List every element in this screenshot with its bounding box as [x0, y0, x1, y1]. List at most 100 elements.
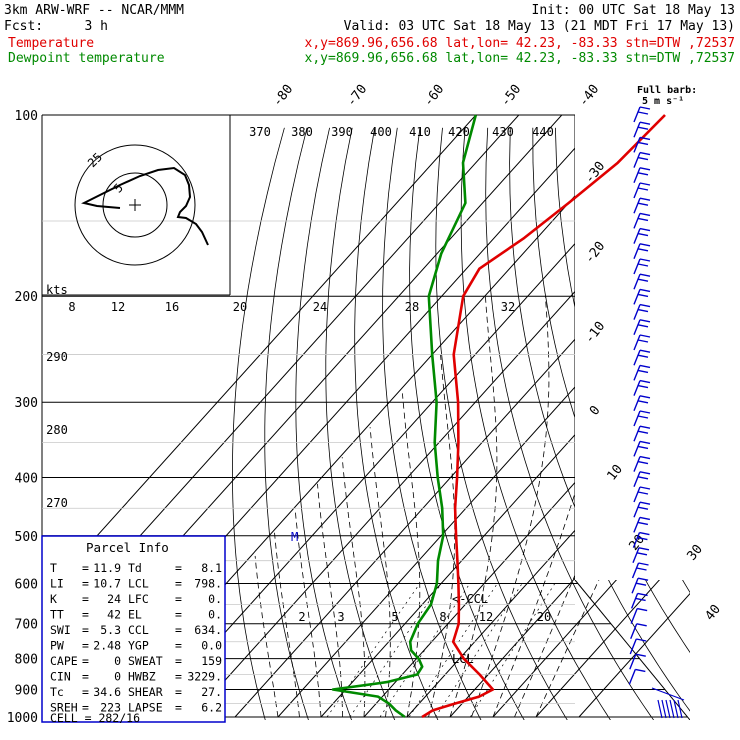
valid-time: Valid: 03 UTC Sat 18 May 13 (21 MDT Fri … [344, 19, 735, 34]
parcel-param-label: EL [128, 608, 142, 622]
dry-adiabat [264, 127, 313, 720]
svg-text:=: = [175, 701, 182, 715]
isotherm-label: 40 [703, 602, 724, 624]
chart-header: 3km ARW-WRF -- NCAR/MMM Init: 00 UTC Sat… [4, 3, 735, 66]
wind-barb-flag [636, 638, 647, 642]
mixing-ratio-line [435, 583, 523, 718]
mixing-ratio-label: 3 [337, 610, 344, 624]
svg-text:=: = [175, 608, 182, 622]
forecast-label: Fcst: [4, 19, 43, 34]
parcel-param-label: K [50, 592, 57, 606]
moist-adiabat [254, 555, 279, 718]
parcel-info-row: T = 11.9 Td = 8.1 [50, 561, 222, 575]
wind-barb-shaft [633, 410, 641, 427]
svg-text:=: = [82, 639, 89, 653]
wind-barb-flag [639, 106, 651, 110]
wind-barb-flag [637, 506, 649, 510]
parcel-param-value: 42 [107, 608, 121, 622]
mixing-ratio-label: 2 [298, 610, 305, 624]
svg-text:=: = [175, 654, 182, 668]
wind-barb-flag [637, 293, 649, 298]
parcel-info-row: CAPE = 0 SWEAT = 159 [50, 654, 222, 668]
wind-barb-flag [637, 384, 649, 389]
mixing-ratio-label: 8 [439, 610, 446, 624]
parcel-info-cell: CELL = 282/16 [50, 711, 140, 725]
dry-adiabat [485, 127, 661, 720]
wind-barb-shaft [669, 699, 675, 719]
parcel-param-label: Td [128, 561, 142, 575]
ccl-marker: <-CCL [452, 592, 488, 606]
parcel-param-label: LI [50, 577, 64, 591]
parcel-param-label: CIN [50, 670, 71, 684]
wind-barb-flag [636, 623, 647, 627]
wind-barb-shaft [633, 395, 641, 412]
wind-barb-flag [638, 562, 649, 566]
temperature-legend: Temperature [8, 36, 94, 51]
isotherm-line [320, 115, 690, 718]
isotherm-label: -70 [344, 82, 370, 110]
dry-adiabat [325, 127, 400, 720]
parcel-param-label: LAPSE [128, 701, 163, 715]
dewpoint-legend: Dewpoint temperature [8, 51, 165, 66]
wind-barb-flag [637, 521, 649, 526]
svg-text:=: = [175, 592, 182, 606]
parcel-param-value: 0. [208, 592, 222, 606]
wind-barb-flag [637, 111, 649, 115]
svg-text:=: = [82, 654, 89, 668]
parcel-param-value: 798. [194, 577, 222, 591]
wind-barb-shaft [628, 669, 636, 685]
wind-barb-shaft [633, 319, 641, 336]
dry-adiabat [435, 127, 574, 720]
parcel-param-value: 3229. [187, 670, 222, 684]
temperature-station-info: x,y=869.96,656.68 lat,lon= 42.23, -83.33… [305, 36, 735, 51]
svg-text:=: = [82, 561, 89, 575]
wind-barb-shaft [633, 106, 641, 123]
hodograph-speed-tick: 16 [165, 300, 179, 314]
dry-adiabat [714, 128, 740, 730]
parcel-param-label: Tc [50, 685, 64, 699]
parcel-param-value: 159 [201, 654, 222, 668]
wind-barb-shaft [633, 152, 641, 168]
dry-adiabat [354, 127, 443, 720]
moist-adiabat [449, 296, 498, 718]
wind-barb-flag [635, 582, 647, 586]
wind-barb-flag [637, 263, 649, 267]
parcel-param-value: 34.6 [93, 685, 121, 699]
moist-adiabat [428, 354, 456, 718]
wind-barb-flag [639, 121, 651, 125]
wind-barb-flag [639, 319, 651, 323]
parcel-info-row: K = 24 LFC = 0. [50, 592, 222, 606]
dry-adiabat [600, 127, 690, 720]
isotherm-label: -10 [582, 319, 608, 347]
lower-theta-labels: 290 280 270 [46, 350, 68, 510]
wind-barb-flag [637, 308, 649, 313]
wind-barb-flag [635, 668, 646, 673]
wind-barb-shaft [633, 213, 641, 229]
mixing-ratio-label: 12 [479, 610, 493, 624]
wind-barb-flag [635, 653, 646, 657]
wind-barb-flag [638, 547, 650, 551]
wind-barb-shaft [633, 456, 641, 472]
hodograph-ring-inner [102, 172, 168, 238]
pressure-label: 900 [15, 683, 38, 698]
svg-text:=: = [82, 670, 89, 684]
hodograph-speed-tick: 12 [111, 300, 125, 314]
pressure-axis: 100 200 300 400 500 600 700 800 900 1000 [7, 109, 38, 726]
parcel-param-value: 0. [208, 608, 222, 622]
isotherm-label: -60 [421, 82, 447, 110]
dewpoint-profile [331, 114, 478, 719]
parcel-param-value: 27. [201, 685, 222, 699]
wind-barb-shaft [631, 562, 640, 579]
moist-adiabat [341, 457, 366, 718]
dry-adiabat [232, 127, 285, 720]
wind-barb-flag [639, 212, 651, 217]
parcel-param-value: 24 [107, 592, 121, 606]
parcel-info-row: CIN = 0 HWBZ = 3229. [50, 670, 222, 684]
wind-barb-flag [639, 151, 651, 156]
wind-barb-flag [637, 187, 649, 191]
parcel-info-row: TT = 42 EL = 0. [50, 608, 222, 622]
pressure-label: 800 [15, 653, 38, 668]
wind-barb-shaft [633, 501, 641, 518]
isotherm-line [578, 115, 690, 718]
wind-barb-shaft [661, 699, 667, 719]
